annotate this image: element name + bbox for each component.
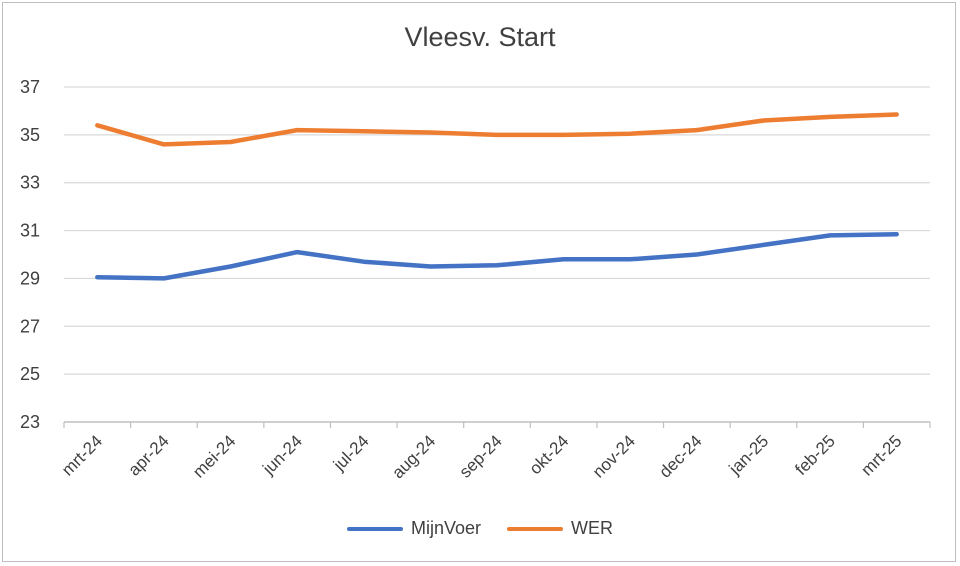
y-tick-label: 25 <box>20 364 40 384</box>
x-tick-label: dec-24 <box>655 431 705 481</box>
legend: MijnVoer WER <box>0 518 960 539</box>
x-tick-label: jul-24 <box>329 431 373 475</box>
x-tick-label: mrt-25 <box>857 431 905 479</box>
chart-title: Vleesv. Start <box>404 22 556 52</box>
y-tick-label: 29 <box>20 268 40 288</box>
y-tick-label: 27 <box>20 316 40 336</box>
legend-swatch <box>346 526 403 531</box>
x-tick-label: mei-24 <box>189 431 239 481</box>
series-lines <box>95 112 899 281</box>
gridlines <box>64 86 930 375</box>
legend-label: MijnVoer <box>410 518 482 538</box>
legend-item: WER <box>507 518 613 539</box>
y-tick-label: 35 <box>20 125 40 145</box>
y-tick-label: 23 <box>20 412 40 432</box>
legend-swatch <box>507 526 564 531</box>
x-tick-label: sep-24 <box>456 431 506 481</box>
x-tick-label: okt-24 <box>526 431 573 478</box>
y-tick-label: 37 <box>20 77 40 97</box>
series-line-mijnvoer <box>95 231 899 281</box>
x-axis <box>63 421 931 428</box>
x-tick-label: apr-24 <box>125 431 173 479</box>
x-tick-label: aug-24 <box>388 431 439 482</box>
x-tick-label: nov-24 <box>589 431 639 481</box>
y-axis-ticks: 23 25 27 29 31 33 35 37 <box>20 77 40 432</box>
x-axis-ticks: mrt-24 apr-24 mei-24 jun-24 jul-24 aug-24 sep-… <box>58 431 906 482</box>
legend-item: MijnVoer <box>346 518 482 539</box>
x-tick-label: mrt-24 <box>58 431 106 479</box>
legend-label: WER <box>571 518 614 538</box>
series-line-wer <box>95 112 899 147</box>
x-tick-label: jun-24 <box>258 431 306 479</box>
x-tick-label: feb-25 <box>791 431 839 479</box>
y-tick-label: 31 <box>20 221 40 241</box>
x-tick-label: jan-25 <box>725 431 773 479</box>
y-tick-label: 33 <box>20 173 40 193</box>
